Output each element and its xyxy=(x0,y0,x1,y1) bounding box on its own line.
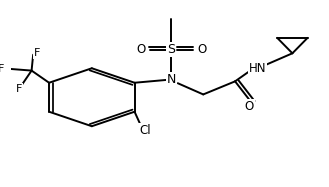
Text: N: N xyxy=(167,73,176,86)
Text: F: F xyxy=(0,64,5,74)
Text: F: F xyxy=(34,48,40,58)
Text: Cl: Cl xyxy=(139,124,151,137)
Text: O: O xyxy=(245,100,254,113)
Text: F: F xyxy=(16,84,22,94)
Text: O: O xyxy=(136,43,145,56)
Text: S: S xyxy=(167,43,175,56)
Text: HN: HN xyxy=(249,62,266,75)
Text: O: O xyxy=(198,43,207,56)
